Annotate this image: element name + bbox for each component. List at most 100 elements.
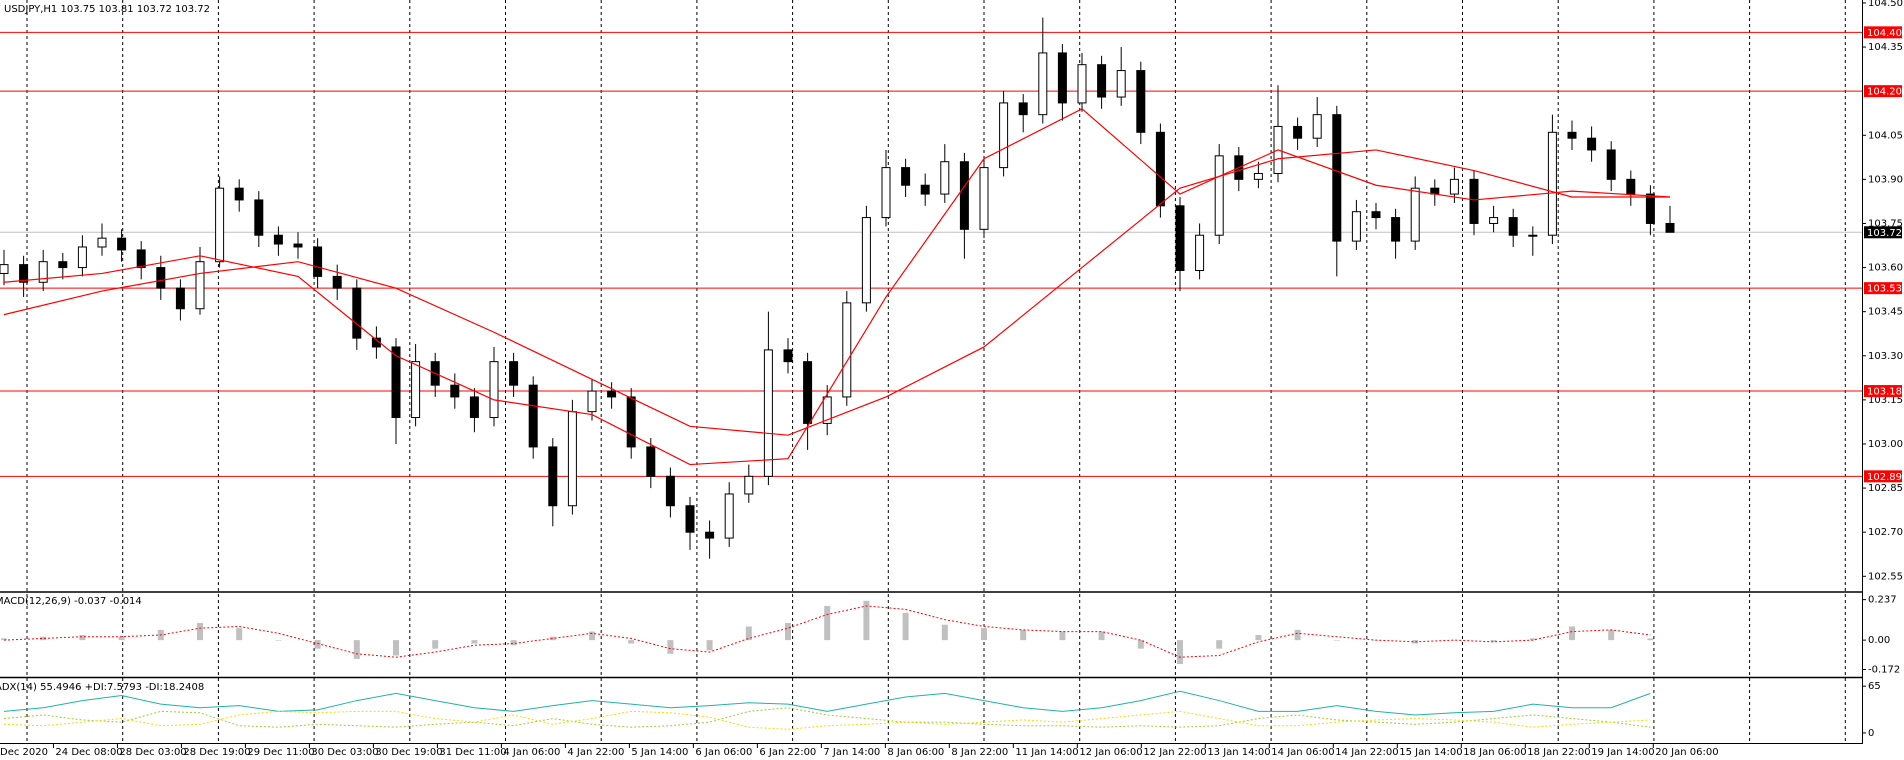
y-tick-label: 102.55 <box>1868 571 1903 582</box>
x-tick-label: 6 Jan 22:00 <box>759 747 816 758</box>
candle-body <box>509 361 519 386</box>
level-label-box <box>1864 85 1902 98</box>
x-tick-label: 19 Jan 14:00 <box>1591 747 1654 758</box>
candle-body <box>1038 52 1048 116</box>
x-tick-label: 14 Jan 06:00 <box>1271 747 1334 758</box>
candle-body <box>117 237 127 251</box>
candle-body <box>97 237 107 248</box>
x-tick-label: 8 Jan 06:00 <box>887 747 944 758</box>
candle-body <box>1410 187 1420 242</box>
candle-body <box>411 361 421 419</box>
adx-line <box>3 707 1651 728</box>
candle-body <box>1626 178 1636 195</box>
candle-body <box>254 199 264 236</box>
level-label: 103.53 <box>1867 284 1902 295</box>
macd-bar <box>941 624 948 641</box>
candle-body <box>646 446 656 477</box>
candle-body <box>1077 64 1087 104</box>
adx-title: ADX(14) 55.4946 +DI:7.5793 -DI:18.2408 <box>0 682 204 693</box>
macd-bar <box>1 638 7 641</box>
candle-body <box>881 167 891 219</box>
y-tick-label: 104.05 <box>1868 130 1903 141</box>
macd-bar <box>1216 640 1223 649</box>
candle-body <box>1293 125 1303 139</box>
candle-body <box>1332 114 1342 242</box>
candle-body <box>783 349 793 363</box>
y-tick-label: -0.172 <box>1868 665 1900 676</box>
x-tick-label: 5 Jan 14:00 <box>631 747 688 758</box>
x-tick-label: 4 Jan 22:00 <box>567 747 624 758</box>
level-label: 104.20 <box>1867 87 1902 98</box>
candle-body <box>175 287 185 310</box>
macd-bar <box>1451 640 1458 641</box>
y-tick-label: 103.75 <box>1868 218 1903 229</box>
candle-body <box>136 249 146 269</box>
chart-title: USDJPY,H1 103.75 103.81 103.72 103.72 <box>4 4 210 15</box>
candle-body <box>1018 102 1028 116</box>
macd-bar <box>79 635 86 641</box>
candle-body <box>450 384 460 398</box>
macd-bar <box>314 640 321 649</box>
level-label-box <box>1864 385 1902 398</box>
macd-bar <box>432 640 439 649</box>
candle-body <box>567 411 577 507</box>
level-label-box <box>1864 26 1902 39</box>
macd-title: MACD(12,26,9) -0.037 -0.014 <box>0 596 142 607</box>
x-tick-label: 28 Dec 19:00 <box>183 747 250 758</box>
candle-body <box>234 187 244 201</box>
adx-line <box>3 710 1651 730</box>
candle-body <box>528 384 538 448</box>
y-tick-label: 103.90 <box>1868 174 1903 185</box>
y-tick-label: 103.15 <box>1868 395 1903 406</box>
y-tick-label: 0.00 <box>1868 635 1890 646</box>
macd-bar <box>1020 629 1027 641</box>
x-tick-label: 28 Dec 03:00 <box>119 747 186 758</box>
macd-bar <box>1137 640 1144 649</box>
candle-body <box>469 396 479 419</box>
candle-body <box>1489 217 1499 224</box>
macd-bar <box>1333 640 1340 641</box>
candle-body <box>901 167 911 186</box>
macd-bar <box>118 636 125 641</box>
candle-body <box>1351 211 1361 242</box>
candle-body <box>1469 178 1479 224</box>
y-tick-label: 0 <box>1868 728 1874 739</box>
candle-body <box>1587 137 1597 151</box>
candle-body <box>1547 131 1557 236</box>
macd-bar <box>667 640 674 654</box>
level-label-box <box>1864 470 1902 483</box>
macd-bar <box>1529 638 1536 641</box>
x-tick-label: 15 Jan 14:00 <box>1399 747 1462 758</box>
macd-bar <box>1177 640 1183 665</box>
x-tick-label: 8 Jan 22:00 <box>951 747 1008 758</box>
y-tick-label: 104.35 <box>1868 42 1903 53</box>
candle-body <box>1057 52 1067 104</box>
macd-bar <box>745 626 752 641</box>
candle-body <box>58 261 68 269</box>
candle-body <box>195 261 205 310</box>
x-tick-label: 30 Dec 19:00 <box>375 747 442 758</box>
macd-bar <box>197 623 203 641</box>
candle-body <box>1214 155 1224 236</box>
x-tick-label: 12 Jan 22:00 <box>1143 747 1206 758</box>
candle-body <box>1253 172 1263 180</box>
candle-body <box>1175 205 1185 272</box>
y-tick-label: 103.60 <box>1868 263 1903 274</box>
candle-body <box>920 184 930 195</box>
macd-bar <box>1490 640 1497 642</box>
candle-body <box>665 475 675 507</box>
candle-body <box>1312 114 1322 139</box>
candle-body <box>1665 222 1675 233</box>
candle-body <box>763 349 773 477</box>
candle-body <box>1155 131 1165 207</box>
candle-body <box>38 261 48 283</box>
y-tick-label: 0.237 <box>1868 595 1897 606</box>
x-tick-label: 11 Jan 14:00 <box>1015 747 1078 758</box>
candle-body <box>1567 131 1577 139</box>
macd-bar <box>902 612 909 641</box>
candle-body <box>940 161 950 195</box>
macd-bar <box>471 640 478 644</box>
candle-body <box>1528 234 1538 237</box>
